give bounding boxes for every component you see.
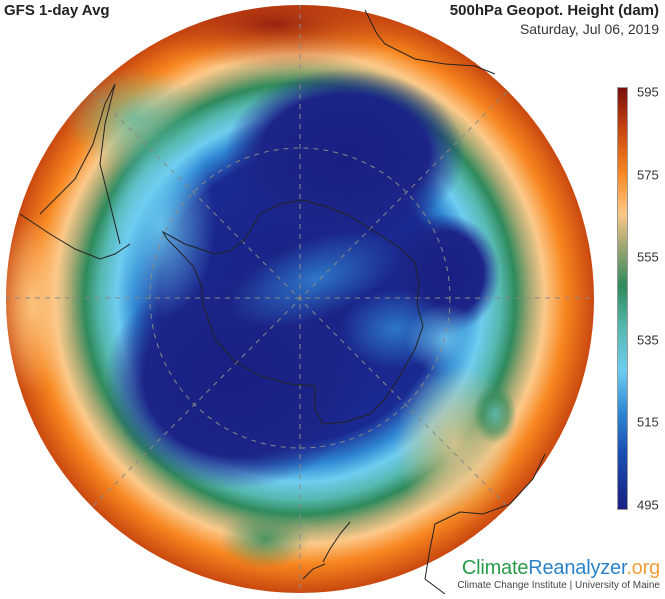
- africa-outline: [364, 9, 496, 75]
- polar-map: [6, 5, 594, 594]
- logo-part-climate: Climate: [461, 557, 529, 579]
- logo-part-org: .org: [626, 557, 660, 579]
- colorbar-tick-555: 555: [637, 249, 659, 265]
- variable-title: 500hPa Geopot. Height (dam): [449, 2, 659, 19]
- south-america-outline: [19, 83, 131, 260]
- new-zealand-outline: [302, 521, 351, 580]
- australia-outline: [424, 453, 546, 594]
- logo-part-reanalyzer: Reanalyzer: [528, 557, 627, 579]
- date-label: Saturday, Jul 06, 2019: [519, 21, 659, 37]
- graticule: [6, 5, 594, 593]
- antarctica-outline: [161, 199, 424, 425]
- logo-brand: ClimateReanalyzer.org: [457, 557, 660, 579]
- title-block: 500hPa Geopot. Height (dam) Saturday, Ju…: [450, 2, 659, 38]
- geopotential-field: [6, 5, 594, 593]
- colorbar: [617, 87, 628, 510]
- colorbar-tick-535: 535: [637, 332, 659, 348]
- climate-reanalyzer-logo: ClimateReanalyzer.org Climate Change Ins…: [457, 557, 660, 593]
- colorbar-tick-575: 575: [637, 167, 659, 183]
- colorbar-tick-515: 515: [637, 414, 659, 430]
- model-title: GFS 1-day Avg: [4, 2, 110, 19]
- logo-subtitle: Climate Change Institute | University of…: [457, 580, 660, 591]
- colorbar-tick-495: 495: [637, 497, 659, 513]
- colorbar-tick-595: 595: [637, 84, 659, 100]
